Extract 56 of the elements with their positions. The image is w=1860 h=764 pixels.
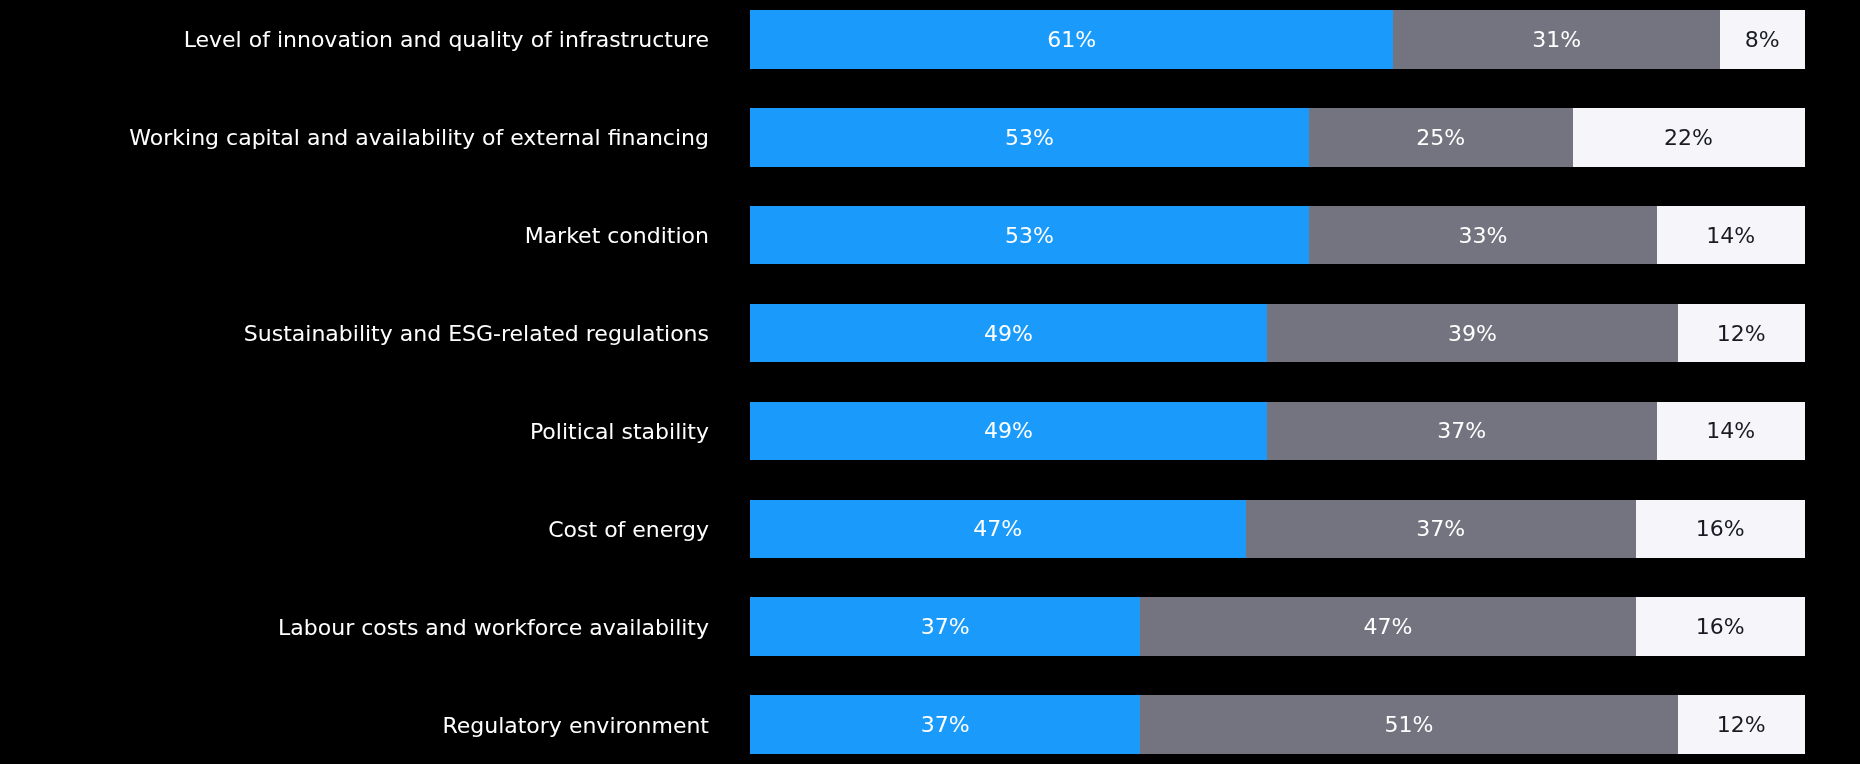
bar xyxy=(1656,401,1805,461)
data-label: 25% xyxy=(1416,124,1466,150)
y-tick-label: Political stability xyxy=(529,418,709,444)
data-label: 47% xyxy=(973,516,1023,542)
bar xyxy=(1308,205,1657,265)
bar xyxy=(750,9,1394,69)
bar xyxy=(1572,107,1805,167)
bar xyxy=(1140,695,1678,755)
data-label: 47% xyxy=(1363,614,1413,640)
data-label: 53% xyxy=(1004,222,1054,248)
data-label: 61% xyxy=(1047,26,1097,52)
data-label: 37% xyxy=(920,712,970,738)
data-label: 37% xyxy=(1416,516,1466,542)
data-label: 31% xyxy=(1532,26,1582,52)
y-tick-label: Sustainability and ESG-related regulations xyxy=(243,320,709,346)
bar xyxy=(1635,499,1805,559)
data-label: 22% xyxy=(1664,124,1713,150)
data-label: 14% xyxy=(1706,418,1756,444)
bar xyxy=(1266,303,1678,363)
data-label: 16% xyxy=(1695,614,1745,640)
data-label: 53% xyxy=(1004,124,1054,150)
bar xyxy=(750,401,1267,461)
data-label: 49% xyxy=(983,320,1033,346)
bar xyxy=(1393,9,1721,69)
bar xyxy=(1266,401,1657,461)
bar xyxy=(750,303,1267,363)
bar xyxy=(1677,695,1805,755)
bar xyxy=(750,107,1309,167)
y-tick-label: Cost of energy xyxy=(548,516,709,542)
data-label: 12% xyxy=(1716,712,1766,738)
bar xyxy=(1720,9,1805,69)
data-label: 33% xyxy=(1458,222,1508,248)
bar xyxy=(750,205,1309,265)
bar xyxy=(1140,597,1636,657)
bar xyxy=(750,597,1141,657)
y-tick-label: Working capital and availability of external financing xyxy=(129,124,709,150)
y-tick-label: Level of innovation and quality of infrastructure xyxy=(183,26,709,52)
data-label: 49% xyxy=(983,418,1033,444)
y-tick-label: Regulatory environment xyxy=(442,712,710,738)
bar xyxy=(1677,303,1805,363)
data-label: 16% xyxy=(1695,516,1745,542)
data-label: 37% xyxy=(920,614,970,640)
data-label: 39% xyxy=(1447,320,1497,346)
y-tick-label: Labour costs and workforce availability xyxy=(278,614,709,640)
data-label: 51% xyxy=(1384,712,1434,738)
bar xyxy=(1656,205,1805,265)
data-label: 12% xyxy=(1716,320,1766,346)
bar xyxy=(750,499,1246,559)
data-label: 37% xyxy=(1437,418,1487,444)
bar xyxy=(1308,107,1573,167)
data-label: 14% xyxy=(1706,222,1756,248)
bar xyxy=(1635,597,1805,657)
data-label: 8% xyxy=(1744,26,1780,52)
bar xyxy=(750,695,1141,755)
y-tick-label: Market condition xyxy=(524,222,709,248)
bar xyxy=(1245,499,1636,559)
